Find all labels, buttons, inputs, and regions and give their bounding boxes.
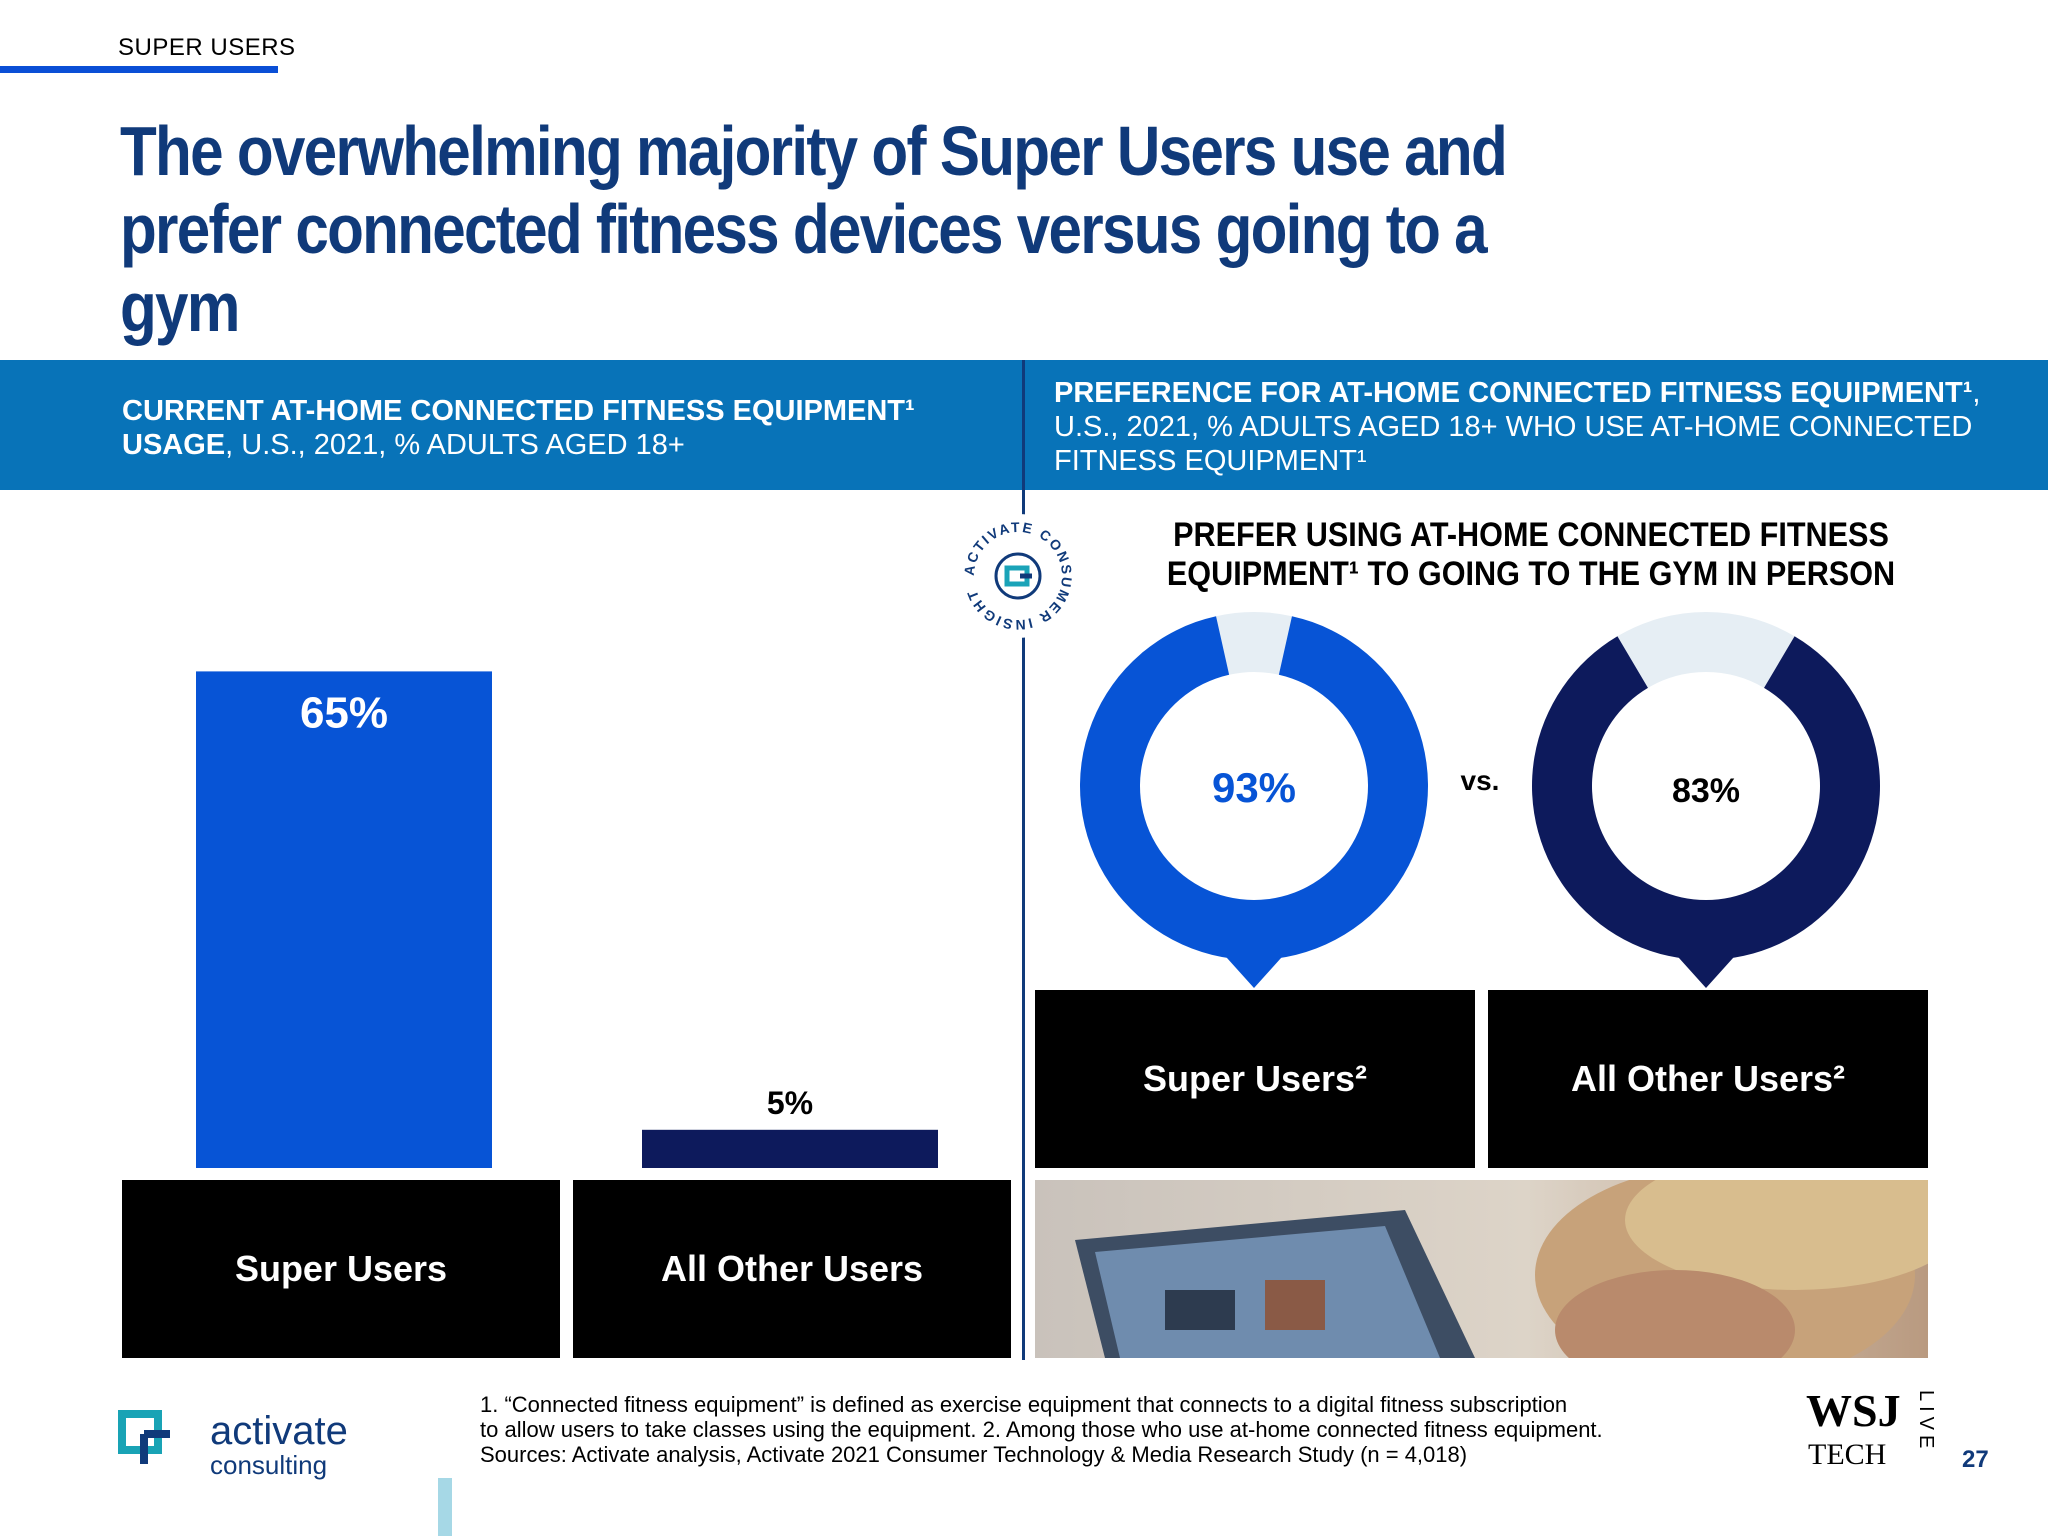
section-tag-underline (0, 66, 278, 73)
left-header-rest: , U.S., 2021, % ADULTS AGED 18+ (225, 429, 685, 461)
wsj-live-text: LIVE (1915, 1390, 1937, 1453)
donut-pointer-1 (1670, 948, 1742, 988)
donut-remainder-0 (1216, 612, 1292, 675)
bar-label-1: 5% (767, 1085, 813, 1121)
workout-photo (1035, 1180, 1928, 1358)
right-header-bold: PREFERENCE FOR AT-HOME CONNECTED FITNESS… (1054, 377, 1973, 409)
logo-sub: consulting (210, 1450, 327, 1480)
bar-1 (642, 1129, 938, 1168)
accent-bar (438, 1478, 452, 1536)
page-title: The overwhelming majority of Super Users… (120, 112, 1508, 346)
footnote-line-2: to allow users to take classes using the… (480, 1417, 1603, 1442)
donut-category-all-other-users: All Other Users² (1488, 990, 1928, 1168)
bar-chart: 65% 5% (196, 671, 938, 1168)
wsj-tech-live-logo: WSJ TECH LIVE (1806, 1385, 1937, 1471)
left-header-bold: CURRENT AT-HOME CONNECTED FITNESS EQUIPM… (122, 395, 915, 461)
footnote-sources: Sources: Activate analysis, Activate 202… (480, 1442, 1468, 1467)
donut-charts: 93% 83% vs. (1080, 612, 1880, 988)
donut-remainder-1 (1617, 612, 1795, 688)
logo-name: activate (210, 1409, 348, 1453)
consumer-insight-seal: ACTIVATE CONSUMER INSIGHT (956, 514, 1080, 638)
donut-label-1: 83% (1672, 772, 1740, 810)
page-number: 27 (1962, 1446, 1989, 1473)
activate-logo: activate consulting (118, 1409, 348, 1480)
section-tag: SUPER USERS (118, 34, 296, 61)
donut-label-0: 93% (1212, 764, 1296, 811)
donut-category-super-users: Super Users² (1035, 990, 1475, 1168)
bar-label-0: 65% (300, 688, 388, 737)
donut-pointer-0 (1218, 948, 1290, 988)
footnote: 1. “Connected fitness equipment” is defi… (480, 1392, 1780, 1467)
section-divider (1022, 360, 1025, 1360)
donut-slice-0 (1080, 616, 1428, 960)
right-chart-header: PREFERENCE FOR AT-HOME CONNECTED FITNESS… (1054, 376, 2014, 478)
bar-category-super-users: Super Users (122, 1180, 560, 1358)
donut-subtitle: PREFER USING AT-HOME CONNECTED FITNESS E… (1166, 516, 1896, 593)
left-chart-header: CURRENT AT-HOME CONNECTED FITNESS EQUIPM… (122, 394, 982, 462)
donut-slice-1 (1532, 636, 1880, 960)
bar-category-all-other-users: All Other Users (573, 1180, 1011, 1358)
wsj-text: WSJ (1806, 1385, 1901, 1436)
vs-label: vs. (1461, 765, 1500, 796)
bar-0 (196, 671, 492, 1168)
wsj-tech-text: TECH (1808, 1438, 1886, 1471)
right-header-rest: , U.S., 2021, % ADULTS AGED 18+ WHO USE … (1054, 377, 1981, 477)
footnote-line-1: 1. “Connected fitness equipment” is defi… (480, 1392, 1568, 1417)
